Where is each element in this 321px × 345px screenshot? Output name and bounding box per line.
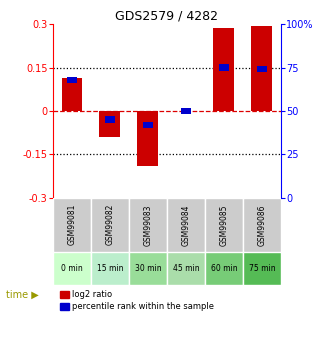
Bar bbox=[100, 111, 120, 137]
Bar bbox=[167, 198, 205, 252]
Bar bbox=[181, 108, 191, 114]
Bar bbox=[143, 122, 153, 128]
Text: 45 min: 45 min bbox=[173, 264, 199, 273]
Text: GSM99083: GSM99083 bbox=[143, 204, 152, 246]
Bar bbox=[129, 198, 167, 252]
Bar bbox=[243, 198, 281, 252]
Bar bbox=[167, 252, 205, 285]
Bar bbox=[129, 252, 167, 285]
Bar bbox=[91, 198, 129, 252]
Text: GSM99084: GSM99084 bbox=[181, 204, 190, 246]
Text: 30 min: 30 min bbox=[134, 264, 161, 273]
Bar bbox=[213, 29, 234, 111]
Text: 15 min: 15 min bbox=[97, 264, 123, 273]
Text: 75 min: 75 min bbox=[248, 264, 275, 273]
Text: GSM99085: GSM99085 bbox=[219, 204, 229, 246]
Bar bbox=[219, 65, 229, 71]
Bar bbox=[91, 252, 129, 285]
Legend: log2 ratio, percentile rank within the sample: log2 ratio, percentile rank within the s… bbox=[57, 287, 217, 314]
Text: 60 min: 60 min bbox=[211, 264, 237, 273]
Bar bbox=[105, 117, 115, 123]
Bar bbox=[53, 198, 91, 252]
Bar bbox=[243, 252, 281, 285]
Bar bbox=[205, 198, 243, 252]
Bar bbox=[137, 111, 158, 166]
Text: 0 min: 0 min bbox=[61, 264, 83, 273]
Bar bbox=[251, 26, 272, 111]
Title: GDS2579 / 4282: GDS2579 / 4282 bbox=[116, 10, 218, 23]
Text: time ▶: time ▶ bbox=[6, 290, 39, 300]
Bar bbox=[205, 252, 243, 285]
Bar bbox=[257, 66, 267, 72]
Text: GSM99086: GSM99086 bbox=[257, 204, 266, 246]
Bar bbox=[53, 252, 91, 285]
Bar bbox=[67, 77, 77, 83]
Bar bbox=[62, 78, 82, 111]
Text: GSM99082: GSM99082 bbox=[105, 204, 115, 246]
Text: GSM99081: GSM99081 bbox=[67, 204, 76, 246]
